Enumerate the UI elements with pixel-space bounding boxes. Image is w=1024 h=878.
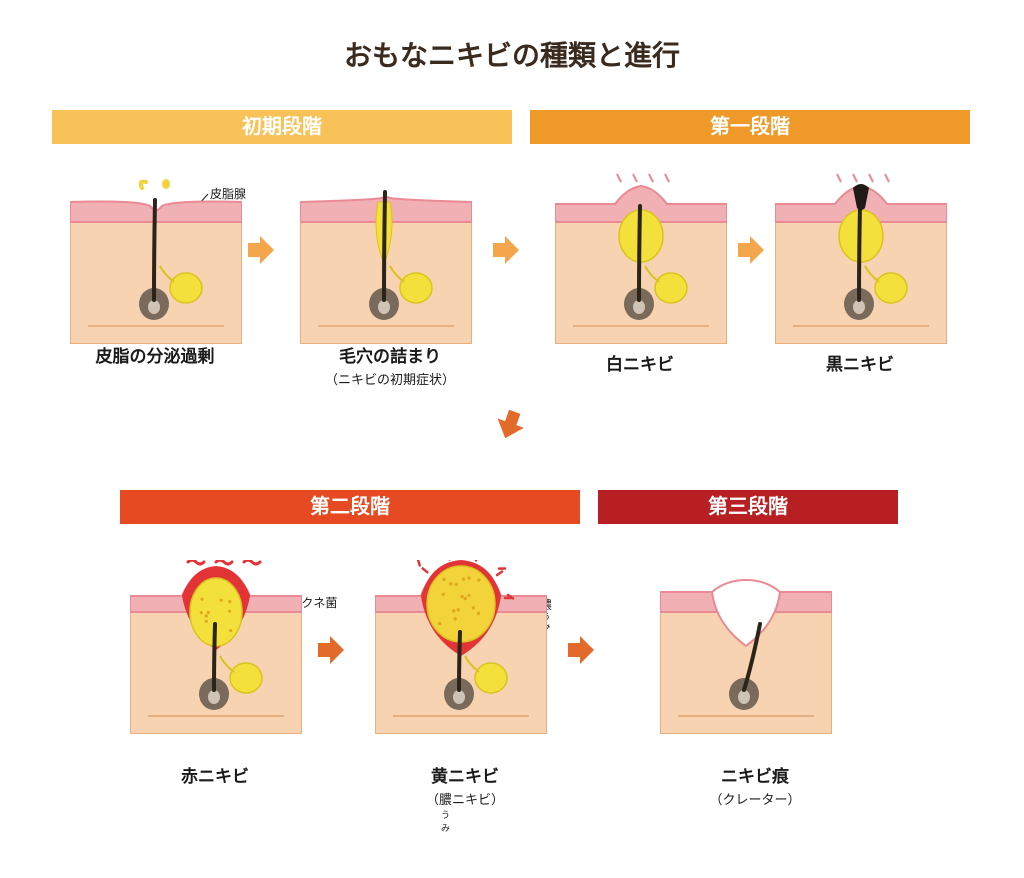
skin-panel-red <box>130 560 302 739</box>
caption-2: 白ニキビ <box>560 350 720 375</box>
caption-6: ニキビ痕（クレーター） <box>655 762 855 808</box>
stage-banner-1: 第一段階 <box>530 110 970 144</box>
caption-3: 黒ニキビ <box>780 350 940 375</box>
progress-arrow-3 <box>484 399 535 450</box>
skin-panel-normal <box>70 170 242 349</box>
progress-arrow-5 <box>560 630 600 670</box>
caption-5: 黄ニキビ（膿うみニキビ） <box>375 762 555 808</box>
skin-panel-clog <box>300 170 472 349</box>
stage-banner-2: 第二段階 <box>120 490 580 524</box>
progress-arrow-0 <box>240 230 280 270</box>
skin-panel-white <box>555 170 727 349</box>
skin-panel-scar <box>660 560 832 739</box>
skin-panel-black <box>775 170 947 349</box>
main-title: おもなニキビの種類と進行 <box>0 34 1024 74</box>
stage-banner-0: 初期段階 <box>52 110 512 144</box>
caption-4: 赤ニキビ <box>135 762 295 787</box>
stage-banner-3: 第三段階 <box>598 490 898 524</box>
progress-arrow-2 <box>730 230 770 270</box>
progress-arrow-1 <box>485 230 525 270</box>
progress-arrow-4 <box>310 630 350 670</box>
skin-panel-yellow <box>375 560 547 739</box>
